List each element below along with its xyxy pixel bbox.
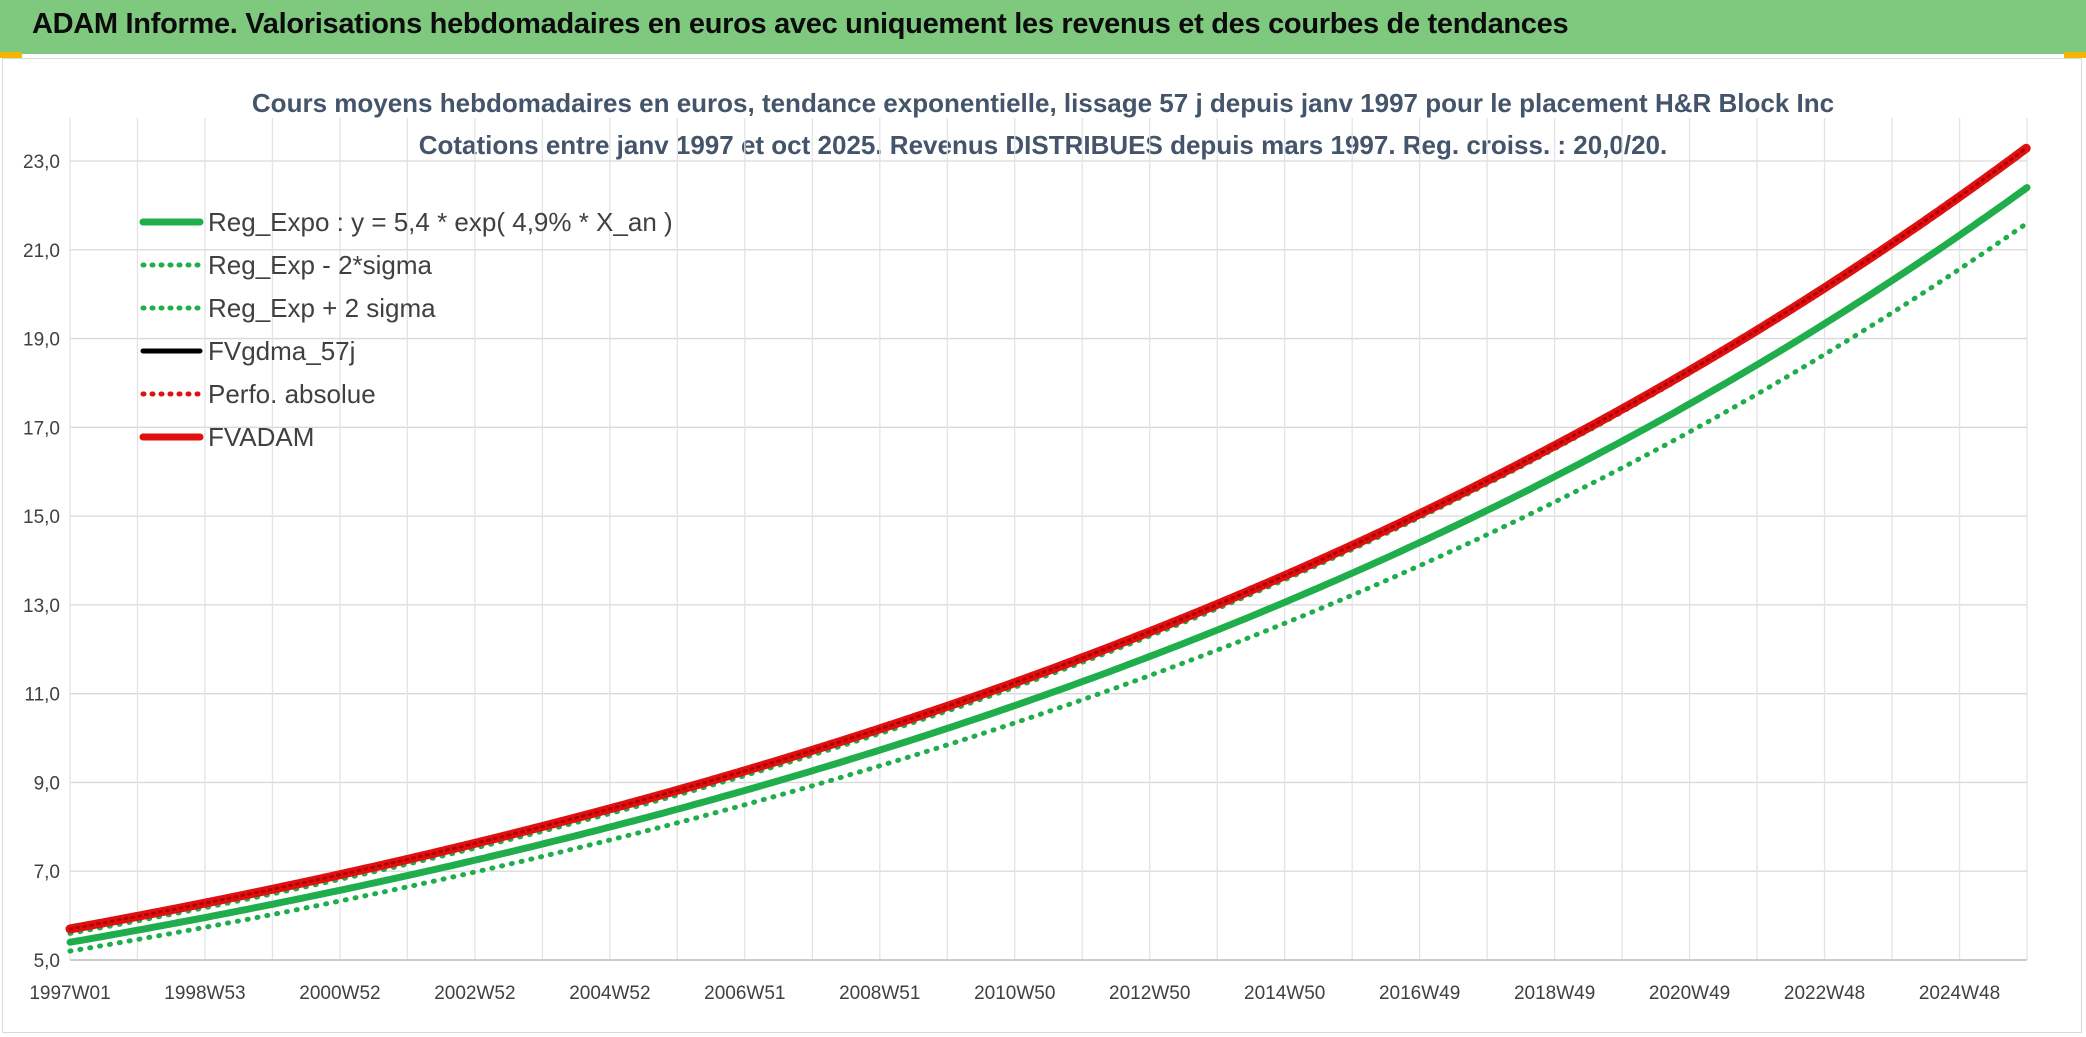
x-tick-label: 2020W49: [1649, 983, 1730, 1004]
legend-label: Reg_Exp + 2 sigma: [208, 293, 436, 323]
y-tick-label: 23,0: [23, 152, 60, 173]
y-tick-label: 7,0: [34, 862, 60, 883]
x-tick-label: 2004W52: [569, 983, 650, 1004]
chart-frame: [2, 58, 2082, 1033]
y-tick-label: 9,0: [34, 773, 60, 794]
x-tick-label: 1997W01: [29, 983, 110, 1004]
y-tick-label: 19,0: [23, 330, 60, 351]
y-tick-label: 11,0: [24, 685, 60, 706]
legend-label: Perfo. absolue: [208, 379, 376, 409]
chart-title: Cours moyens hebdomadaires en euros, ten…: [251, 88, 1835, 118]
legend-label: Reg_Exp - 2*sigma: [208, 250, 433, 280]
x-tick-label: 2018W49: [1514, 983, 1595, 1004]
corner-mark-left: [0, 52, 22, 58]
x-tick-label: 1998W53: [164, 983, 245, 1004]
x-tick-label: 2010W50: [974, 983, 1055, 1004]
y-tick-label: 13,0: [23, 596, 60, 617]
y-tick-label: 5,0: [34, 951, 60, 972]
report-header: ADAM Informe. Valorisations hebdomadaire…: [0, 0, 2086, 54]
chart-subtitle: Cotations entre janv 1997 et oct 2025. R…: [418, 130, 1668, 160]
legend-label: FVADAM: [208, 422, 314, 452]
x-tick-label: 2014W50: [1244, 983, 1325, 1004]
y-tick-label: 17,0: [23, 418, 60, 439]
corner-mark-right: [2064, 52, 2086, 58]
y-tick-label: 15,0: [23, 507, 60, 528]
y-tick-label: 21,0: [23, 241, 60, 262]
series-line: [67, 220, 2030, 954]
report-title: ADAM Informe. Valorisations hebdomadaire…: [32, 8, 1569, 40]
legend-label: FVgdma_57j: [208, 336, 355, 366]
x-tick-label: 2000W52: [299, 983, 380, 1004]
series-line: [66, 184, 2031, 946]
x-tick-label: 2006W51: [704, 983, 785, 1004]
x-tick-label: 2008W51: [839, 983, 920, 1004]
x-tick-label: 2002W52: [434, 983, 515, 1004]
x-tick-label: 2012W50: [1109, 983, 1190, 1004]
legend-label: Reg_Expo : y = 5,4 * exp( 4,9% * X_an ): [208, 207, 673, 237]
x-tick-label: 2016W49: [1379, 983, 1460, 1004]
x-tick-label: 2024W48: [1919, 983, 2000, 1004]
series-line: [68, 146, 2028, 931]
x-tick-label: 2022W48: [1784, 983, 1865, 1004]
